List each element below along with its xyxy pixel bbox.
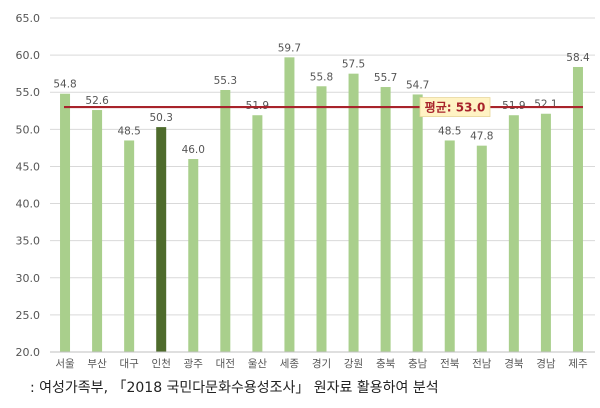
x-tick-label: 충남 xyxy=(408,358,428,370)
average-label-box xyxy=(419,97,491,117)
data-label: 55.7 xyxy=(374,72,397,84)
x-tick-label: 서울 xyxy=(55,358,75,370)
data-label: 47.8 xyxy=(470,131,493,143)
x-tick-label: 전북 xyxy=(440,358,460,370)
x-tick-label: 경북 xyxy=(504,357,524,370)
y-tick-label: 45.0 xyxy=(16,160,41,173)
data-label: 50.3 xyxy=(150,112,173,124)
x-tick-label: 경기 xyxy=(312,357,331,370)
data-label: 55.3 xyxy=(214,75,237,87)
data-label: 59.7 xyxy=(278,42,301,54)
average-label: 평균: 53.0 xyxy=(425,101,486,115)
y-tick-label: 60.0 xyxy=(16,49,41,62)
bar xyxy=(444,140,455,352)
bar xyxy=(508,115,519,352)
bar xyxy=(92,110,103,352)
bar xyxy=(156,127,167,353)
data-label: 54.8 xyxy=(53,79,76,91)
x-tick-label: 인천 xyxy=(152,358,171,370)
data-label: 57.5 xyxy=(342,59,365,71)
x-tick-label: 대구 xyxy=(119,358,139,370)
y-tick-label: 55.0 xyxy=(16,86,41,99)
data-label: 54.7 xyxy=(406,79,429,91)
bar xyxy=(284,57,295,353)
data-label: 52.1 xyxy=(534,99,557,111)
x-tick-label: 대전 xyxy=(216,358,235,370)
y-tick-label: 50.0 xyxy=(16,123,41,136)
y-tick-label: 40.0 xyxy=(16,198,41,211)
bar xyxy=(348,73,359,353)
bar xyxy=(572,66,583,352)
y-tick-label: 20.0 xyxy=(16,346,41,359)
source-note: : 여성가족부, 「2018 국민다문화수용성조사」 원자료 활용하여 분석 xyxy=(30,380,439,396)
x-tick-label: 경남 xyxy=(536,357,556,370)
data-label: 58.4 xyxy=(566,52,590,64)
x-tick-label: 광주 xyxy=(184,358,204,370)
x-tick-label: 강원 xyxy=(344,358,363,370)
bar xyxy=(188,159,199,352)
bar xyxy=(380,87,391,352)
y-tick-label: 65.0 xyxy=(16,12,41,25)
bar xyxy=(124,140,135,352)
x-tick-label: 세종 xyxy=(280,358,300,370)
data-label: 52.6 xyxy=(85,95,109,107)
bar xyxy=(316,86,327,352)
data-label: 55.8 xyxy=(310,71,333,83)
x-tick-label: 울산 xyxy=(248,358,268,370)
data-label: 48.5 xyxy=(117,125,140,137)
x-tick-label: 부산 xyxy=(87,358,107,370)
data-label: 46.0 xyxy=(182,144,205,156)
x-tick-label: 충북 xyxy=(376,358,396,370)
bar xyxy=(476,145,487,352)
bar xyxy=(60,93,71,352)
y-tick-label: 30.0 xyxy=(16,272,41,285)
bar xyxy=(540,113,551,352)
bar xyxy=(412,94,423,353)
bar xyxy=(252,115,263,352)
x-tick-label: 제주 xyxy=(568,358,588,370)
y-tick-label: 35.0 xyxy=(16,235,41,248)
x-tick-label: 전남 xyxy=(472,358,492,370)
data-label: 48.5 xyxy=(438,125,461,137)
y-tick-label: 25.0 xyxy=(16,309,41,322)
bar xyxy=(220,89,231,353)
